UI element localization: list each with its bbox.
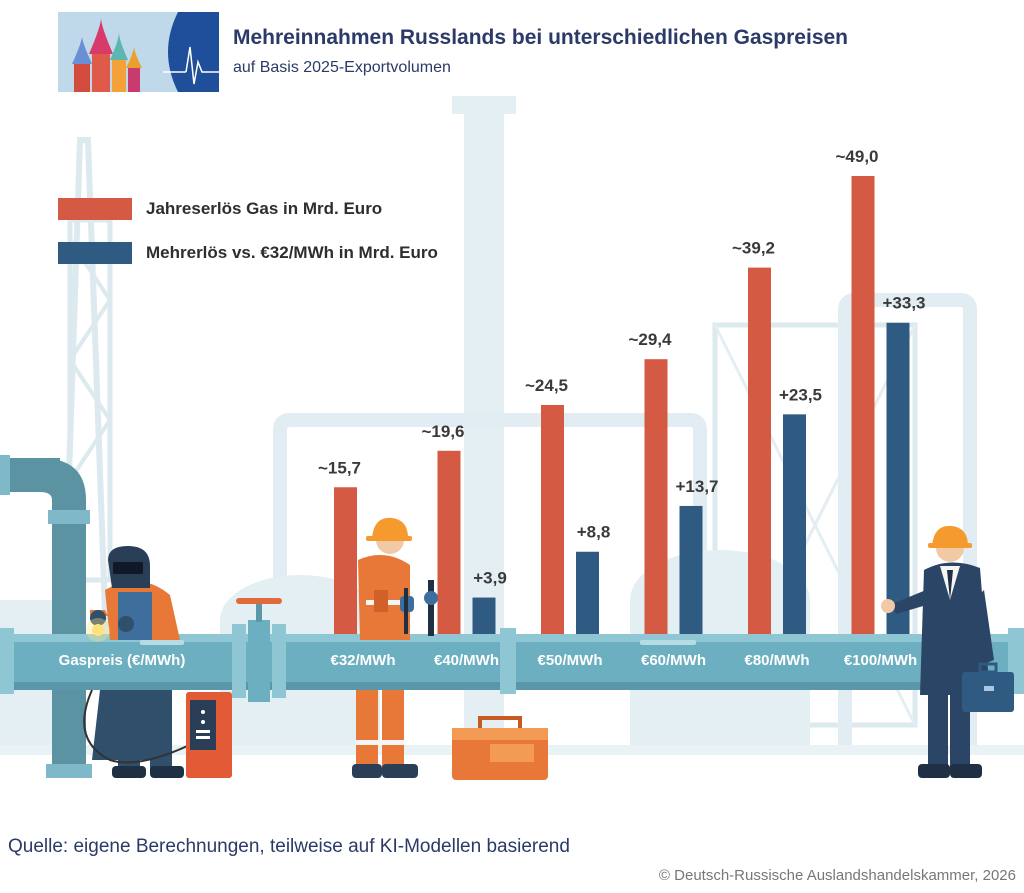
bar-revenue-4 <box>748 267 771 634</box>
category-label-4: €80/MWh <box>744 652 809 669</box>
legend-label-extra: Mehrerlös vs. €32/MWh in Mrd. Euro <box>146 243 438 262</box>
data-label-revenue-0: ~15,7 <box>318 458 361 477</box>
data-label-revenue-2: ~24,5 <box>525 376 568 395</box>
legend-item-extra: Mehrerlös vs. €32/MWh in Mrd. Euro <box>58 242 438 264</box>
category-label-2: €50/MWh <box>537 652 602 669</box>
category-label-0: €32/MWh <box>330 652 395 669</box>
welding-machine-icon <box>186 692 232 778</box>
bar-revenue-5 <box>851 176 875 634</box>
category-label-3: €60/MWh <box>641 652 706 669</box>
bar-revenue-0 <box>334 487 357 634</box>
legend-label-revenue: Jahreserlös Gas in Mrd. Euro <box>146 199 383 218</box>
legend-swatch-revenue <box>58 198 132 220</box>
data-label-revenue-3: ~29,4 <box>628 330 672 349</box>
worker-orange-figure-icon <box>352 517 438 778</box>
bar-labels-group: ~15,7 ~19,6 +3,9 ~24,5 +8,8 ~29,4 +13,7 ~39,2 +2… <box>318 147 926 588</box>
businessman-figure-icon <box>881 525 1014 778</box>
category-labels-group: €32/MWh €40/MWh €50/MWh €60/MWh €80/MWh €100/… <box>330 652 917 669</box>
main-pipeline <box>0 598 1024 702</box>
bar-extra-5 <box>886 322 910 634</box>
welder-figure-icon <box>83 546 201 778</box>
page-subtitle: auf Basis 2025-Exportvolumen <box>233 59 451 76</box>
bar-extra-4 <box>783 414 806 634</box>
logo <box>58 12 219 92</box>
bar-revenue-1 <box>437 450 461 634</box>
category-label-1: €40/MWh <box>434 652 499 669</box>
data-label-revenue-4: ~39,2 <box>732 239 775 258</box>
data-label-extra-2: +8,8 <box>577 523 611 542</box>
page-title: Mehreinnahmen Russlands bei unterschiedl… <box>233 26 849 49</box>
kremlin-heartbeat-logo-icon <box>58 12 219 92</box>
source-note: Quelle: eigene Berechnungen, teilweise a… <box>8 836 570 857</box>
bar-extra-3 <box>679 505 703 634</box>
legend-swatch-extra <box>58 242 132 264</box>
data-label-extra-5: +33,3 <box>882 294 925 313</box>
toolbox-icon <box>452 716 548 780</box>
data-label-revenue-5: ~49,0 <box>835 147 878 166</box>
data-label-extra-3: +13,7 <box>675 477 718 496</box>
bars-group <box>334 176 910 634</box>
category-label-5: €100/MWh <box>844 652 917 669</box>
bar-revenue-2 <box>541 405 564 634</box>
copyright-note: © Deutsch-Russische Auslandshandelskamme… <box>658 867 1016 884</box>
legend-item-revenue: Jahreserlös Gas in Mrd. Euro <box>58 198 382 220</box>
data-label-extra-4: +23,5 <box>779 385 822 404</box>
bar-revenue-3 <box>644 359 668 634</box>
bar-extra-2 <box>576 551 599 634</box>
data-label-extra-1: +3,9 <box>473 569 507 588</box>
bar-extra-1 <box>472 597 496 634</box>
data-label-revenue-1: ~19,6 <box>421 422 464 441</box>
x-axis-label: Gaspreis (€/MWh) <box>59 652 186 669</box>
